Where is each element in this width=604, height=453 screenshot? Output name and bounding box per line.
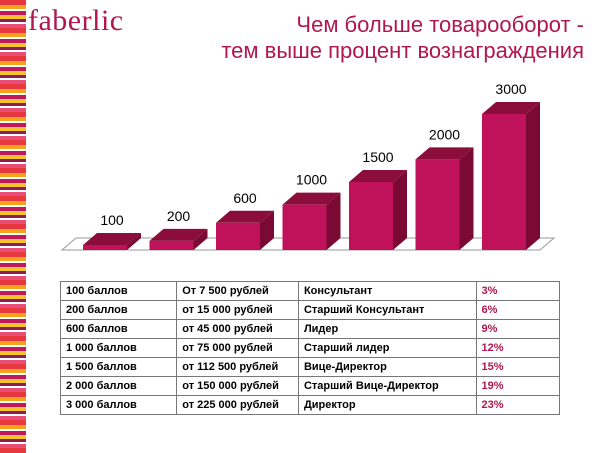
rank-cell: Старший Консультант: [297, 300, 477, 320]
bar-top: [83, 233, 141, 245]
decorative-stripe: [0, 0, 26, 453]
rank-cell: Директор: [297, 395, 477, 415]
percent-cell: 3%: [475, 281, 560, 301]
table-row: 3 000 баллов от 225 000 рублей Директор 23%: [59, 395, 560, 415]
percent-cell: 6%: [475, 300, 560, 320]
points-cell: 600 баллов: [59, 319, 178, 339]
bar-top: [349, 170, 407, 182]
table-row: 200 баллов от 15 000 рублей Старший Консул…: [59, 300, 560, 320]
data-label: 2000: [429, 126, 460, 142]
amount-cell: от 15 000 рублей: [176, 300, 299, 320]
data-label: 100: [100, 212, 124, 228]
brand-logo: faberlic: [28, 4, 124, 37]
bar-top: [149, 228, 208, 241]
bar: [149, 240, 194, 250]
rank-cell: Консультант: [297, 281, 477, 301]
rank-cell: Лидер: [297, 319, 477, 339]
bar-side: [526, 102, 540, 250]
amount-cell: от 225 000 рублей: [176, 395, 299, 415]
bar-top: [415, 147, 474, 160]
table-row: 100 баллов От 7 500 рублей Консультант 3%: [59, 281, 560, 301]
percent-cell: 19%: [475, 376, 560, 396]
percent-cell: 23%: [475, 395, 560, 415]
data-label: 1000: [296, 172, 327, 188]
percent-cell: 15%: [475, 357, 560, 377]
bar-top: [482, 102, 540, 114]
points-cell: 1 000 баллов: [59, 338, 178, 358]
points-cell: 100 баллов: [59, 281, 178, 301]
bar: [482, 114, 526, 250]
rank-cell: Вице-Директор: [297, 357, 477, 377]
amount-cell: От 7 500 рублей: [176, 281, 299, 301]
amount-cell: от 112 500 рублей: [176, 357, 299, 377]
bar: [349, 182, 393, 250]
bar: [216, 222, 260, 250]
data-label: 3000: [495, 81, 526, 97]
rank-cell: Старший лидер: [297, 338, 477, 358]
points-cell: 200 баллов: [59, 300, 178, 320]
table-row: 1 000 баллов от 75 000 рублей Старший лиде…: [59, 338, 560, 358]
title-line-2: тем выше процент вознаграждения: [221, 38, 584, 63]
bar: [83, 245, 127, 250]
page-title: Чем больше товарооборот - тем выше проце…: [221, 12, 584, 64]
data-label: 600: [233, 190, 257, 206]
points-cell: 3 000 баллов: [59, 395, 178, 415]
bar-chart: 100 200 600 1000 1500 2000 3000: [60, 81, 556, 251]
bar-top: [282, 192, 341, 205]
rank-cell: Старший Вице-Директор: [297, 376, 477, 396]
bar-side: [393, 170, 407, 250]
amount-cell: от 75 000 рублей: [176, 338, 299, 358]
table-row: 1 500 баллов от 112 500 рублей Вице-Директ…: [59, 357, 560, 377]
data-label: 200: [167, 208, 191, 224]
amount-cell: от 150 000 рублей: [176, 376, 299, 396]
bar-side: [260, 210, 274, 250]
table-row: 600 баллов от 45 000 рублей Лидер 9%: [59, 319, 560, 339]
bar-side: [459, 147, 474, 250]
bar-top: [216, 210, 274, 223]
bar-side: [326, 192, 341, 250]
percent-cell: 9%: [475, 319, 560, 339]
bar-side: [127, 233, 141, 250]
points-cell: 2 000 баллов: [59, 376, 178, 396]
amount-cell: от 45 000 рублей: [176, 319, 299, 339]
bar-side: [193, 228, 208, 250]
table-row: 2 000 баллов от 150 000 рублей Старший Виц…: [59, 376, 560, 396]
bar: [282, 204, 327, 250]
percent-cell: 12%: [475, 338, 560, 358]
bar: [415, 159, 460, 250]
reward-table: 100 баллов От 7 500 рублей Консультант 3% 20…: [59, 281, 560, 415]
data-label: 1500: [362, 149, 393, 165]
title-line-1: Чем больше товарооборот -: [296, 12, 584, 37]
points-cell: 1 500 баллов: [59, 357, 178, 377]
